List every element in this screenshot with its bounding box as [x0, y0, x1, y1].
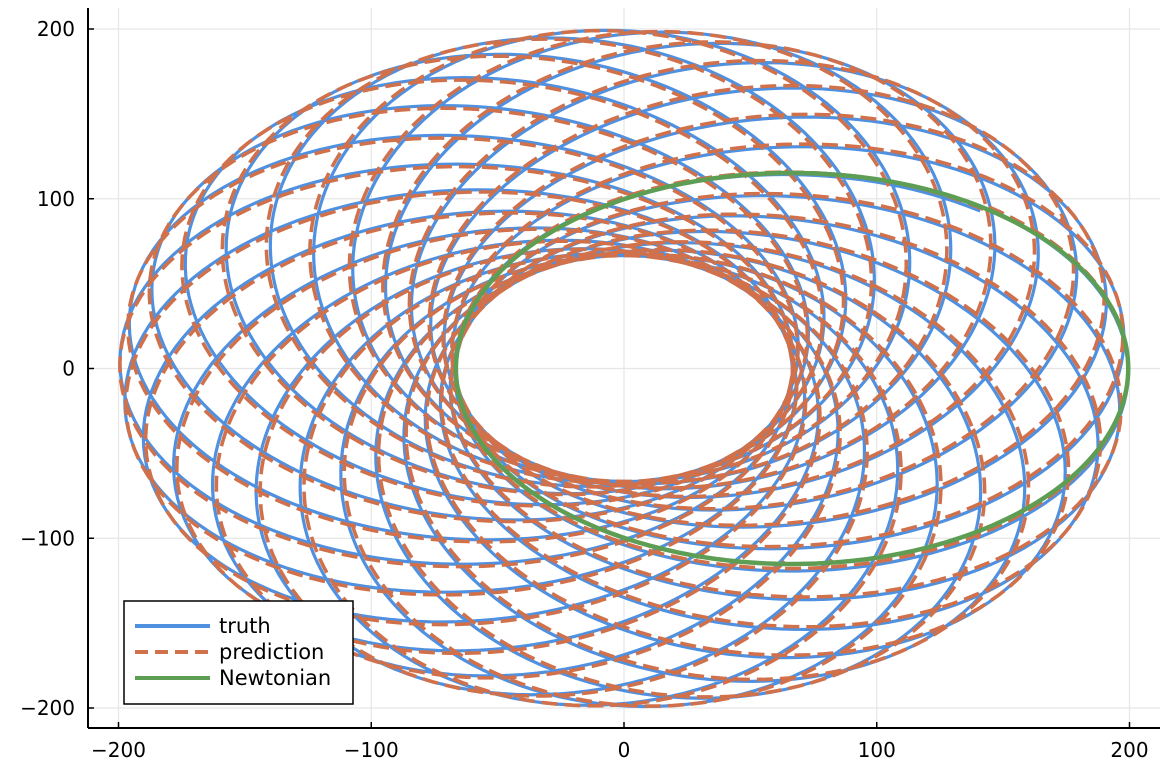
y-tick-label: −100: [20, 526, 75, 550]
newtonian-series-line: [453, 170, 1131, 567]
legend-label-newtonian: Newtonian: [219, 666, 331, 690]
legend-label-truth: truth: [219, 614, 271, 638]
prediction-series-line: [118, 28, 1130, 708]
x-tick-label: −100: [344, 738, 399, 762]
x-tick-label: 0: [618, 738, 631, 762]
y-tick-label: 100: [37, 187, 75, 211]
y-tick-label: 200: [37, 17, 75, 41]
series-layer: [118, 28, 1131, 709]
y-tick-label: −200: [20, 696, 75, 720]
x-tick-label: 200: [1110, 738, 1148, 762]
x-tick-label: 100: [858, 738, 896, 762]
y-tick-label: 0: [62, 357, 75, 381]
legend: truth prediction Newtonian: [123, 600, 354, 705]
legend-label-prediction: prediction: [219, 640, 324, 664]
tick-layer: −200 −100 0 100 200 −200 −100 0 100 200: [20, 17, 1149, 762]
x-tick-label: −200: [91, 738, 146, 762]
